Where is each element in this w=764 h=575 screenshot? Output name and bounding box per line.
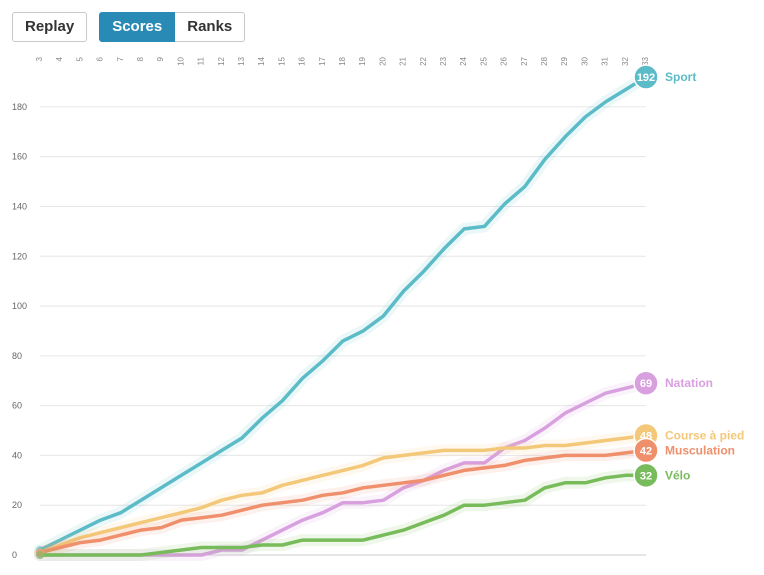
x-tick-label: 6: [96, 56, 105, 61]
x-tick-label: 3: [35, 56, 44, 61]
x-tick-label: 10: [176, 56, 185, 65]
x-tick-label: 11: [197, 56, 206, 65]
series-legend-label: Course à pied: [665, 429, 744, 443]
series-legend-label: Natation: [665, 376, 713, 390]
y-tick-label: 180: [12, 102, 27, 112]
series-end-value: 192: [637, 72, 655, 84]
ranks-tab[interactable]: Ranks: [175, 12, 246, 42]
x-tick-label: 16: [298, 56, 307, 65]
x-tick-label: 4: [55, 56, 64, 61]
series-legend-label: Musculation: [665, 444, 735, 458]
x-tick-label: 29: [560, 56, 569, 65]
y-tick-label: 120: [12, 251, 27, 261]
series-end-value: 42: [640, 446, 652, 458]
x-tick-label: 27: [520, 56, 529, 65]
x-tick-label: 31: [601, 56, 610, 65]
series-end-marker: [633, 64, 659, 90]
x-tick-label: 33: [641, 56, 650, 65]
x-tick-label: 17: [318, 56, 327, 65]
x-tick-label: 9: [156, 56, 165, 61]
series-line: [38, 75, 648, 552]
x-tick-label: 14: [257, 56, 266, 65]
series-start-marker: [36, 551, 44, 559]
x-tick-label: 19: [358, 56, 367, 65]
x-tick-label: 25: [479, 56, 488, 65]
x-tick-label: 30: [580, 56, 589, 65]
toolbar: Replay Scores Ranks: [12, 12, 246, 42]
series-end-value: 69: [640, 378, 652, 390]
x-tick-label: 8: [136, 56, 145, 61]
view-toggle: Scores Ranks: [99, 12, 246, 42]
y-tick-label: 20: [12, 500, 22, 510]
series-course-à-pied: [34, 429, 652, 559]
series-line: [38, 448, 648, 555]
x-tick-label: 24: [459, 56, 468, 65]
y-tick-label: 0: [12, 550, 17, 560]
series-line: [38, 433, 648, 555]
series-legend-label: Sport: [665, 70, 696, 84]
scores-tab[interactable]: Scores: [99, 12, 176, 42]
series-end-marker: [633, 370, 659, 396]
y-tick-label: 80: [12, 351, 22, 361]
series-end-marker: [633, 437, 659, 464]
series-legend-label: Vélo: [665, 468, 690, 482]
x-tick-label: 26: [500, 56, 509, 65]
x-tick-label: 28: [540, 56, 549, 65]
y-tick-label: 100: [12, 301, 27, 311]
series-sport: [34, 71, 652, 556]
x-tick-label: 32: [621, 56, 630, 65]
series-vélo: [34, 469, 652, 561]
series-musculation: [34, 444, 652, 559]
x-tick-label: 20: [378, 56, 387, 65]
y-tick-label: 40: [12, 450, 22, 460]
series-end-value: 32: [640, 470, 652, 482]
y-tick-label: 140: [12, 201, 27, 211]
x-tick-label: 21: [399, 56, 408, 65]
x-tick-label: 22: [419, 56, 428, 65]
x-tick-label: 23: [439, 56, 448, 65]
series-line: [38, 473, 648, 557]
y-tick-label: 60: [12, 401, 22, 411]
x-tick-label: 18: [338, 56, 347, 65]
x-tick-label: 15: [277, 56, 286, 65]
replay-button[interactable]: Replay: [12, 12, 88, 42]
series-end-marker: [633, 462, 659, 489]
y-tick-label: 160: [12, 152, 27, 162]
x-tick-label: 5: [75, 56, 84, 61]
x-tick-label: 13: [237, 56, 246, 65]
x-tick-label: 7: [116, 56, 125, 61]
x-tick-label: 12: [217, 56, 226, 65]
